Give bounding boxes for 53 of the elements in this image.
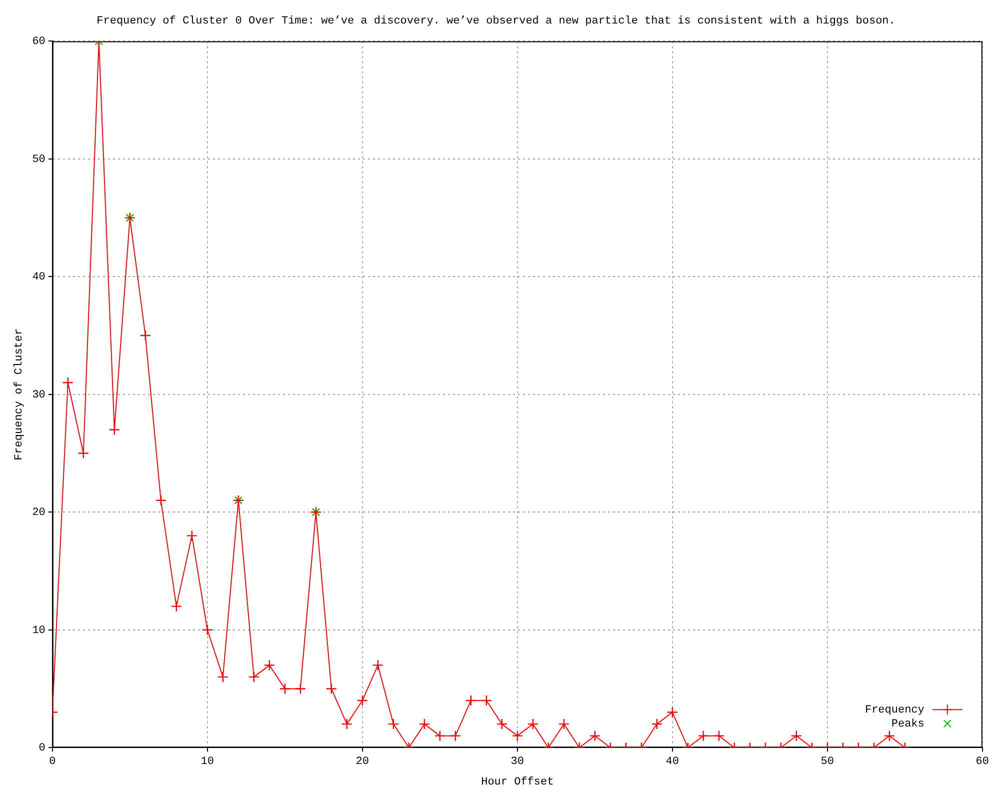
point [186, 530, 198, 542]
point [698, 730, 709, 742]
point [202, 624, 213, 636]
y-axis-title: Frequency of Cluster [14, 328, 26, 460]
point [713, 730, 724, 742]
legend-label: Frequency [864, 704, 925, 717]
x-tick-label: 40 [666, 756, 679, 768]
legend-label: Peaks [891, 718, 924, 731]
x-tick-label: 10 [200, 756, 214, 768]
point [418, 718, 430, 730]
y-tick-label: 30 [32, 389, 46, 402]
point [651, 718, 662, 730]
x-axis-title: Hour Offset [481, 776, 554, 788]
point [341, 718, 352, 730]
point [326, 683, 337, 694]
point [496, 718, 508, 730]
point [217, 671, 228, 683]
chart-title: Frequency of Cluster 0 Over Time: we’ve a discovery. we’ve observed a new particle that is consistent with a higgs boson. [96, 16, 896, 28]
point [294, 683, 306, 694]
point [372, 660, 384, 671]
y-tick-label: 10 [32, 624, 46, 637]
point [512, 730, 523, 742]
point [170, 600, 182, 612]
point [465, 694, 476, 706]
point [388, 718, 399, 730]
x-tick-label: 20 [356, 756, 370, 768]
x-tick-label: 30 [510, 756, 524, 768]
point [78, 448, 89, 459]
point [527, 718, 538, 730]
point [264, 660, 275, 671]
point [790, 730, 802, 742]
point [884, 730, 895, 742]
point [450, 730, 461, 742]
point [140, 330, 151, 342]
y-tick-label: 40 [32, 272, 46, 284]
point [480, 694, 492, 706]
point [108, 424, 120, 436]
x-tick-label: 50 [820, 756, 834, 768]
point [279, 683, 290, 694]
x-tick-label: 60 [976, 756, 989, 768]
point [558, 718, 570, 730]
point [434, 730, 446, 742]
y-tick-label: 50 [32, 154, 46, 166]
y-tick-label: 20 [32, 507, 46, 520]
x-tick-label: 0 [49, 756, 56, 768]
point [248, 671, 260, 683]
point [62, 377, 74, 388]
point [589, 730, 600, 742]
point [666, 706, 678, 718]
point [155, 494, 166, 506]
y-tick-label: 0 [38, 742, 46, 755]
point [356, 694, 368, 706]
y-tick-label: 60 [32, 36, 46, 48]
